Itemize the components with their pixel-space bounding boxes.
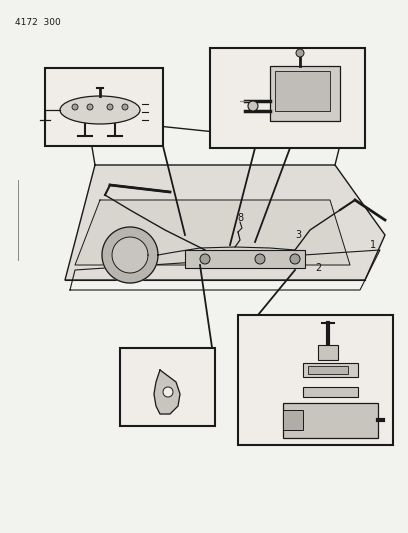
Circle shape (248, 101, 258, 111)
Bar (120, 348, 215, 426)
Circle shape (107, 104, 113, 110)
Bar (303, 387, 358, 397)
Text: 10: 10 (220, 108, 232, 118)
Circle shape (87, 104, 93, 110)
Polygon shape (75, 200, 350, 265)
Bar (270, 66, 340, 121)
Bar (303, 363, 358, 377)
Bar (283, 410, 303, 430)
Text: 6: 6 (250, 365, 256, 375)
Text: 7: 7 (250, 335, 256, 345)
Text: 5: 5 (250, 388, 256, 398)
Text: 1: 1 (370, 240, 376, 250)
Bar (283, 403, 378, 438)
Text: 8: 8 (237, 213, 243, 223)
Text: 2: 2 (315, 263, 321, 273)
Text: 12: 12 (128, 356, 142, 366)
Text: 11: 11 (142, 76, 157, 86)
Circle shape (200, 254, 210, 264)
Polygon shape (102, 227, 158, 283)
Bar (308, 366, 348, 374)
Circle shape (290, 254, 300, 264)
Bar (275, 71, 330, 111)
Bar (45, 68, 163, 146)
Text: 4172  300: 4172 300 (15, 18, 61, 27)
Text: 9: 9 (352, 56, 359, 66)
Bar (318, 345, 338, 360)
Bar (185, 250, 305, 268)
Ellipse shape (60, 96, 140, 124)
Text: 3: 3 (295, 230, 301, 240)
Circle shape (72, 104, 78, 110)
Text: 4: 4 (250, 416, 256, 426)
Polygon shape (65, 165, 385, 280)
Bar (238, 315, 393, 445)
Circle shape (296, 49, 304, 57)
Polygon shape (154, 370, 180, 414)
Circle shape (122, 104, 128, 110)
Circle shape (255, 254, 265, 264)
Circle shape (163, 387, 173, 397)
Bar (210, 48, 365, 148)
Polygon shape (112, 237, 148, 273)
